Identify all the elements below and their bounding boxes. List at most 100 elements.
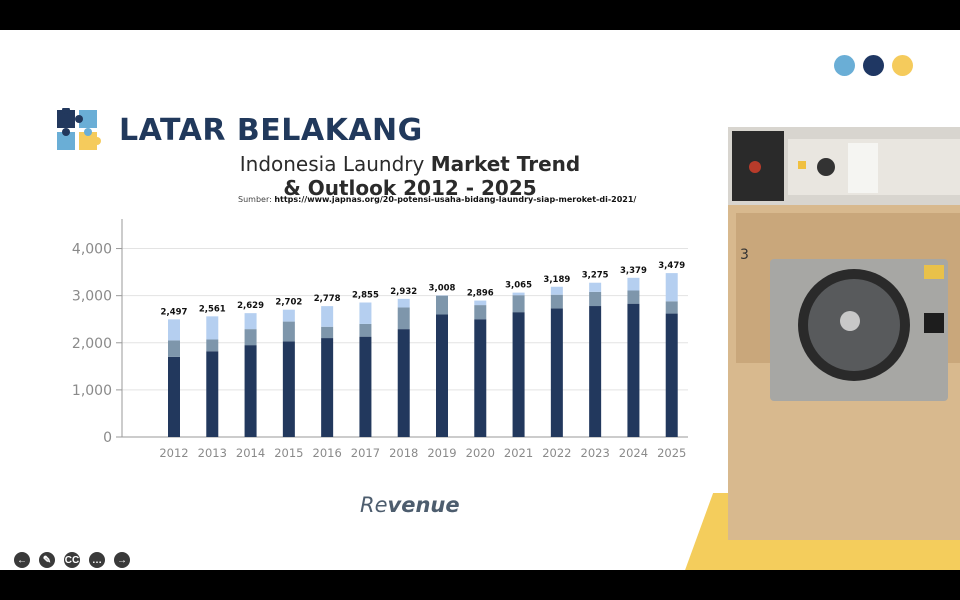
bar-value-label: 2,629 [237,301,264,311]
bar-chart: 0 1,000 2,000 3,000 4,000 2,497 2012 2,561 2013 2… [72,219,688,460]
y-tick-label: 4,000 [72,242,112,258]
bar-segment-2012-1 [168,356,180,437]
bar-value-label: 2,855 [352,290,379,300]
bar-segment-2018-2 [397,307,410,330]
bar-segment-2019-1 [436,314,448,437]
source-note: Sumber: https://www.japnas.org/20-potens… [238,195,636,204]
x-tick-label: 2015 [274,446,303,460]
chart-title-line2: & Outlook 2012 - 2025 [283,176,537,200]
bar-segment-2023-2 [589,291,602,307]
bar-segment-2025-3 [665,273,678,302]
bar-segment-2025-1 [665,313,678,437]
svg-text:3: 3 [740,247,749,263]
bar-value-label: 2,896 [467,289,494,299]
bar-segment-2018-3 [397,298,410,308]
bar-segment-2016-1 [321,338,334,437]
washing-machine-image: 3 [728,127,960,540]
y-tick-label: 0 [103,430,112,446]
y-tick-label: 3,000 [72,289,112,305]
bar-segment-2023-3 [589,282,602,292]
x-tick-label: 2018 [389,446,418,460]
bar-segment-2021-2 [512,295,525,313]
x-tick-label: 2023 [581,446,610,460]
bar-segment-2020-2 [474,305,487,320]
heading: LATAR BELAKANG [55,108,423,152]
bar-segment-2015-1 [282,341,295,437]
slide-controls: ← ✎ CC … → [14,552,130,568]
bar-segment-2016-3 [321,306,334,327]
puzzle-icon [57,108,101,150]
bar-value-label: 3,065 [505,281,532,291]
bar-segment-2024-2 [627,290,640,304]
bar-segment-2015-3 [282,309,295,322]
x-tick-label: 2019 [427,446,456,460]
x-tick-label: 2024 [619,446,648,460]
bar-value-label: 2,932 [390,287,417,297]
decorative-dots [834,55,913,76]
revenue-suffix: venue [387,493,460,517]
y-tick-label: 1,000 [72,383,112,399]
bar-segment-2020-3 [474,300,487,306]
chart-title: Indonesia Laundry Market Trend & Outlook… [200,152,620,200]
bar-segment-2014-3 [244,313,257,330]
bar-segment-2025-2 [665,301,678,314]
bar-segment-2016-2 [321,326,334,339]
pen-icon[interactable]: ✎ [39,552,55,568]
bar-segment-2017-2 [359,323,372,337]
bar-segment-2017-1 [359,336,372,437]
bar-value-label: 3,379 [620,266,647,276]
bar-segment-2021-1 [512,312,525,437]
forward-icon[interactable]: → [114,552,130,568]
bar-segment-2012-2 [168,340,180,357]
bar-segment-2019-2 [436,295,448,315]
bar-segment-2013-3 [206,316,219,340]
page-title: LATAR BELAKANG [119,112,423,148]
revenue-prefix: Re [360,493,388,517]
bar-segment-2024-3 [627,277,640,291]
captions-icon[interactable]: CC [64,552,80,568]
bar-value-label: 3,275 [582,271,609,281]
bar-segment-2014-2 [244,329,257,346]
bar-value-label: 2,561 [199,304,226,314]
bar-value-label: 2,497 [161,307,188,317]
x-tick-label: 2017 [351,446,380,460]
x-tick-label: 2025 [657,446,686,460]
bar-value-label: 3,008 [429,283,456,293]
bar-segment-2022-2 [550,294,563,309]
bar-segment-2017-3 [359,302,372,324]
x-tick-label: 2022 [542,446,571,460]
bar-value-label: 2,702 [275,298,302,308]
navy-dot [863,55,884,76]
x-tick-label: 2014 [236,446,265,460]
bar-segment-2014-1 [244,345,257,437]
blue-dot [834,55,855,76]
bar-segment-2022-3 [550,286,563,295]
bar-segment-2013-1 [206,351,219,437]
more-icon[interactable]: … [89,552,105,568]
bar-segment-2020-1 [474,319,487,437]
bar-value-label: 3,479 [658,261,685,271]
bar-segment-2024-1 [627,303,640,437]
x-tick-label: 2016 [313,446,342,460]
bar-segment-2018-1 [397,329,410,437]
slide: LATAR BELAKANG Indonesia Laundry Market … [0,30,960,570]
chart-title-bold: Market Trend [430,152,581,176]
x-tick-label: 2013 [198,446,227,460]
revenue-caption: Revenue [360,493,460,517]
source-label: Sumber: [238,195,275,204]
back-icon[interactable]: ← [14,552,30,568]
bar-segment-2015-2 [282,321,295,342]
source-link[interactable]: https://www.japnas.org/20-potensi-usaha-… [274,195,637,204]
bar-segment-2013-2 [206,339,219,352]
yellow-dot [892,55,913,76]
x-tick-label: 2020 [466,446,495,460]
bar-segment-2012-3 [168,319,180,341]
x-tick-label: 2021 [504,446,533,460]
bar-value-label: 3,189 [543,275,570,285]
chart-title-normal: Indonesia Laundry [239,152,431,176]
x-tick-label: 2012 [159,446,188,460]
y-tick-label: 2,000 [72,336,112,352]
bar-segment-2023-1 [589,306,602,437]
bar-segment-2021-3 [512,292,525,296]
bar-segment-2022-1 [550,308,563,437]
